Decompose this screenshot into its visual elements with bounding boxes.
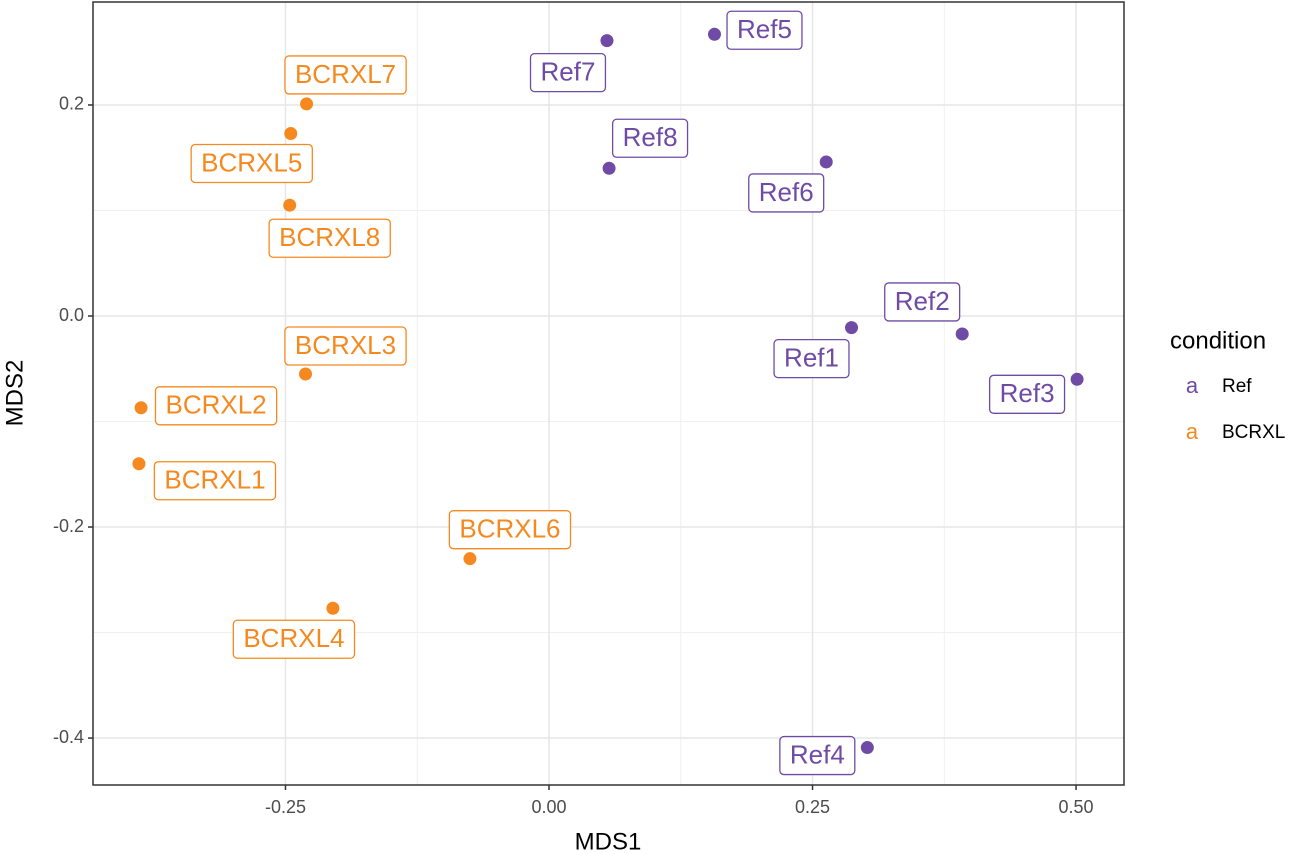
- point-label: BCRXL8: [268, 218, 391, 258]
- point-label: Ref5: [726, 10, 803, 50]
- point-label: Ref6: [748, 173, 825, 213]
- point: [707, 27, 721, 41]
- x-tick-label: -0.25: [265, 797, 306, 817]
- point-label: Ref8: [611, 118, 689, 158]
- point-label: BCRXL5: [190, 143, 313, 184]
- point-label-text: Ref1: [784, 342, 839, 372]
- point-label: Ref3: [988, 374, 1066, 414]
- y-tick-label: -0.4: [53, 727, 84, 747]
- point: [134, 401, 148, 415]
- y-tick-label: -0.2: [53, 516, 84, 536]
- point: [860, 741, 874, 755]
- point-label-text: BCRXL6: [459, 514, 560, 544]
- point-label-text: Ref3: [1000, 378, 1055, 408]
- point: [283, 198, 297, 212]
- point-label: BCRXL1: [153, 461, 277, 501]
- label-box: [232, 619, 356, 659]
- point-label-text: BCRXL8: [279, 222, 380, 252]
- legend-label: BCRXL: [1222, 422, 1285, 443]
- point: [819, 155, 833, 169]
- legend-title: condition: [1170, 327, 1266, 354]
- point-label: BCRXL6: [448, 510, 572, 550]
- legend-key: a: [1186, 419, 1199, 444]
- point-label: Ref2: [884, 282, 961, 322]
- point: [284, 126, 298, 140]
- point-label: BCRXL4: [232, 619, 356, 659]
- point-label-text: BCRXL4: [243, 623, 344, 653]
- point: [132, 457, 146, 471]
- y-tick-label: 0.2: [59, 94, 84, 114]
- point-label-text: Ref8: [623, 122, 678, 152]
- point-label: Ref7: [529, 52, 607, 93]
- point-label-text: BCRXL2: [165, 390, 266, 420]
- label-box: [448, 510, 572, 550]
- point-label: Ref4: [779, 735, 856, 776]
- legend-label: Ref: [1222, 376, 1252, 397]
- point-label-text: BCRXL5: [201, 147, 302, 177]
- legend-key: a: [1186, 373, 1199, 398]
- point-label-text: Ref5: [737, 14, 792, 44]
- point: [1070, 372, 1084, 386]
- label-box: [611, 118, 689, 158]
- point: [602, 161, 616, 175]
- point-label: BCRXL7: [284, 55, 407, 95]
- label-box: [726, 10, 803, 50]
- y-tick-label: 0.0: [59, 305, 84, 325]
- label-box: [284, 55, 407, 95]
- point: [955, 327, 969, 341]
- point: [463, 552, 477, 566]
- x-tick-label: 0.25: [795, 797, 830, 817]
- points: Ref1 Ref2 Ref3 Ref4 Ref5 Ref6 Ref7 Ref8 BCRXL1 BC…: [132, 10, 1084, 776]
- point: [300, 97, 314, 111]
- label-box: [190, 143, 313, 184]
- point: [600, 34, 614, 48]
- point-label: BCRXL2: [154, 386, 278, 426]
- label-box: [529, 52, 607, 93]
- label-box: [284, 326, 407, 366]
- point-label-text: Ref7: [541, 56, 596, 86]
- point-label-text: Ref4: [790, 739, 845, 769]
- x-tick-label: 0.50: [1059, 797, 1094, 817]
- label-box: [773, 338, 850, 379]
- point-label-text: Ref6: [759, 177, 814, 207]
- y-axis-title: MDS2: [1, 360, 28, 427]
- x-tick-label: 0.00: [531, 797, 566, 817]
- label-box: [779, 735, 856, 776]
- label-box: [153, 461, 277, 501]
- panel-border: [92, 1, 1125, 786]
- point-label-text: Ref2: [895, 286, 950, 316]
- label-box: [988, 374, 1066, 414]
- point-label-text: BCRXL3: [295, 330, 396, 360]
- point-label: BCRXL3: [284, 326, 407, 366]
- point: [845, 321, 859, 335]
- label-box: [884, 282, 961, 322]
- label-box: [154, 386, 278, 426]
- point-label-text: BCRXL7: [295, 59, 396, 89]
- point-label-text: BCRXL1: [164, 465, 265, 495]
- label-box: [268, 218, 391, 258]
- point-label: Ref1: [773, 338, 850, 379]
- point: [299, 367, 313, 381]
- label-box: [748, 173, 825, 213]
- point: [326, 601, 340, 615]
- x-axis-title: MDS1: [575, 828, 642, 854]
